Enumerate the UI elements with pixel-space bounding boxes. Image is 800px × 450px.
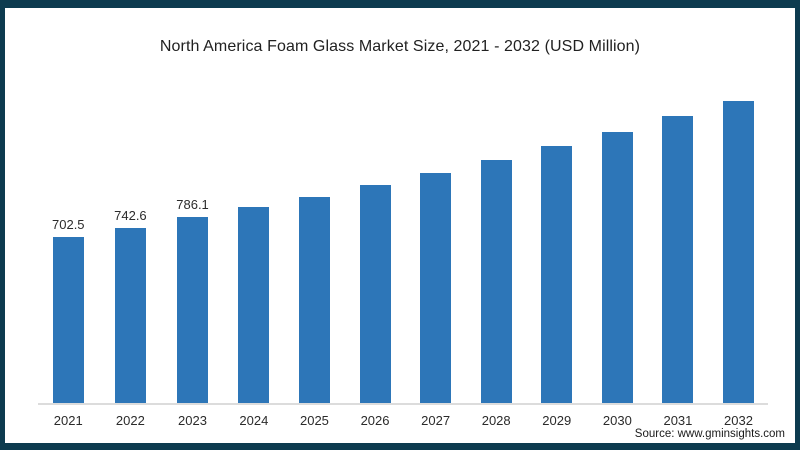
bars: 702.5 2021 742.6 2022 786.1 2023 2024 2025 2026 2… — [45, 93, 761, 428]
bar-column: 2031 — [662, 93, 694, 428]
x-tick-label: 2027 — [421, 413, 451, 428]
x-tick-label: 2022 — [115, 413, 145, 428]
bar-column: 2028 — [480, 93, 512, 428]
bar-column: 2032 — [723, 93, 754, 428]
x-tick-label: 2026 — [360, 413, 390, 428]
bar-column: 2025 — [298, 93, 330, 428]
bar-column: 2027 — [420, 93, 452, 428]
x-tick-label: 2032 — [724, 413, 753, 428]
bar — [420, 172, 452, 404]
x-tick-label: 2021 — [53, 413, 83, 428]
x-tick-label: 2025 — [299, 413, 329, 428]
bar — [238, 207, 270, 404]
bar — [359, 185, 391, 404]
bar — [114, 227, 146, 404]
bar — [541, 146, 573, 404]
x-tick-label: 2023 — [178, 413, 207, 428]
bar — [52, 237, 84, 404]
bar-value-label: 786.1 — [176, 197, 209, 213]
bar — [662, 116, 694, 404]
plot-area: 702.5 2021 742.6 2022 786.1 2023 2024 2025 2026 2… — [38, 93, 768, 428]
x-tick-label: 2030 — [602, 413, 632, 428]
x-tick-label: 2031 — [663, 413, 693, 428]
bar-column: 702.5 2021 — [52, 93, 85, 428]
bar — [723, 100, 754, 404]
bar-column: 2024 — [238, 93, 270, 428]
x-axis-line — [38, 403, 768, 405]
bar — [177, 217, 209, 404]
bar-value-label: 702.5 — [52, 217, 85, 233]
x-tick-label: 2029 — [542, 413, 572, 428]
bar-column: 2026 — [359, 93, 391, 428]
bar-column: 742.6 2022 — [114, 93, 147, 428]
bar — [480, 160, 512, 404]
chart-title: North America Foam Glass Market Size, 20… — [159, 38, 641, 55]
x-tick-label: 2024 — [239, 413, 269, 428]
source-note: Source: www.gminsights.com — [634, 428, 785, 440]
bar — [601, 131, 633, 404]
bar — [298, 196, 330, 404]
bar-column: 2030 — [601, 93, 633, 428]
bar-column: 2029 — [541, 93, 573, 428]
x-tick-label: 2028 — [481, 413, 511, 428]
bar-column: 786.1 2023 — [176, 93, 209, 428]
bar-value-label: 742.6 — [114, 207, 147, 223]
